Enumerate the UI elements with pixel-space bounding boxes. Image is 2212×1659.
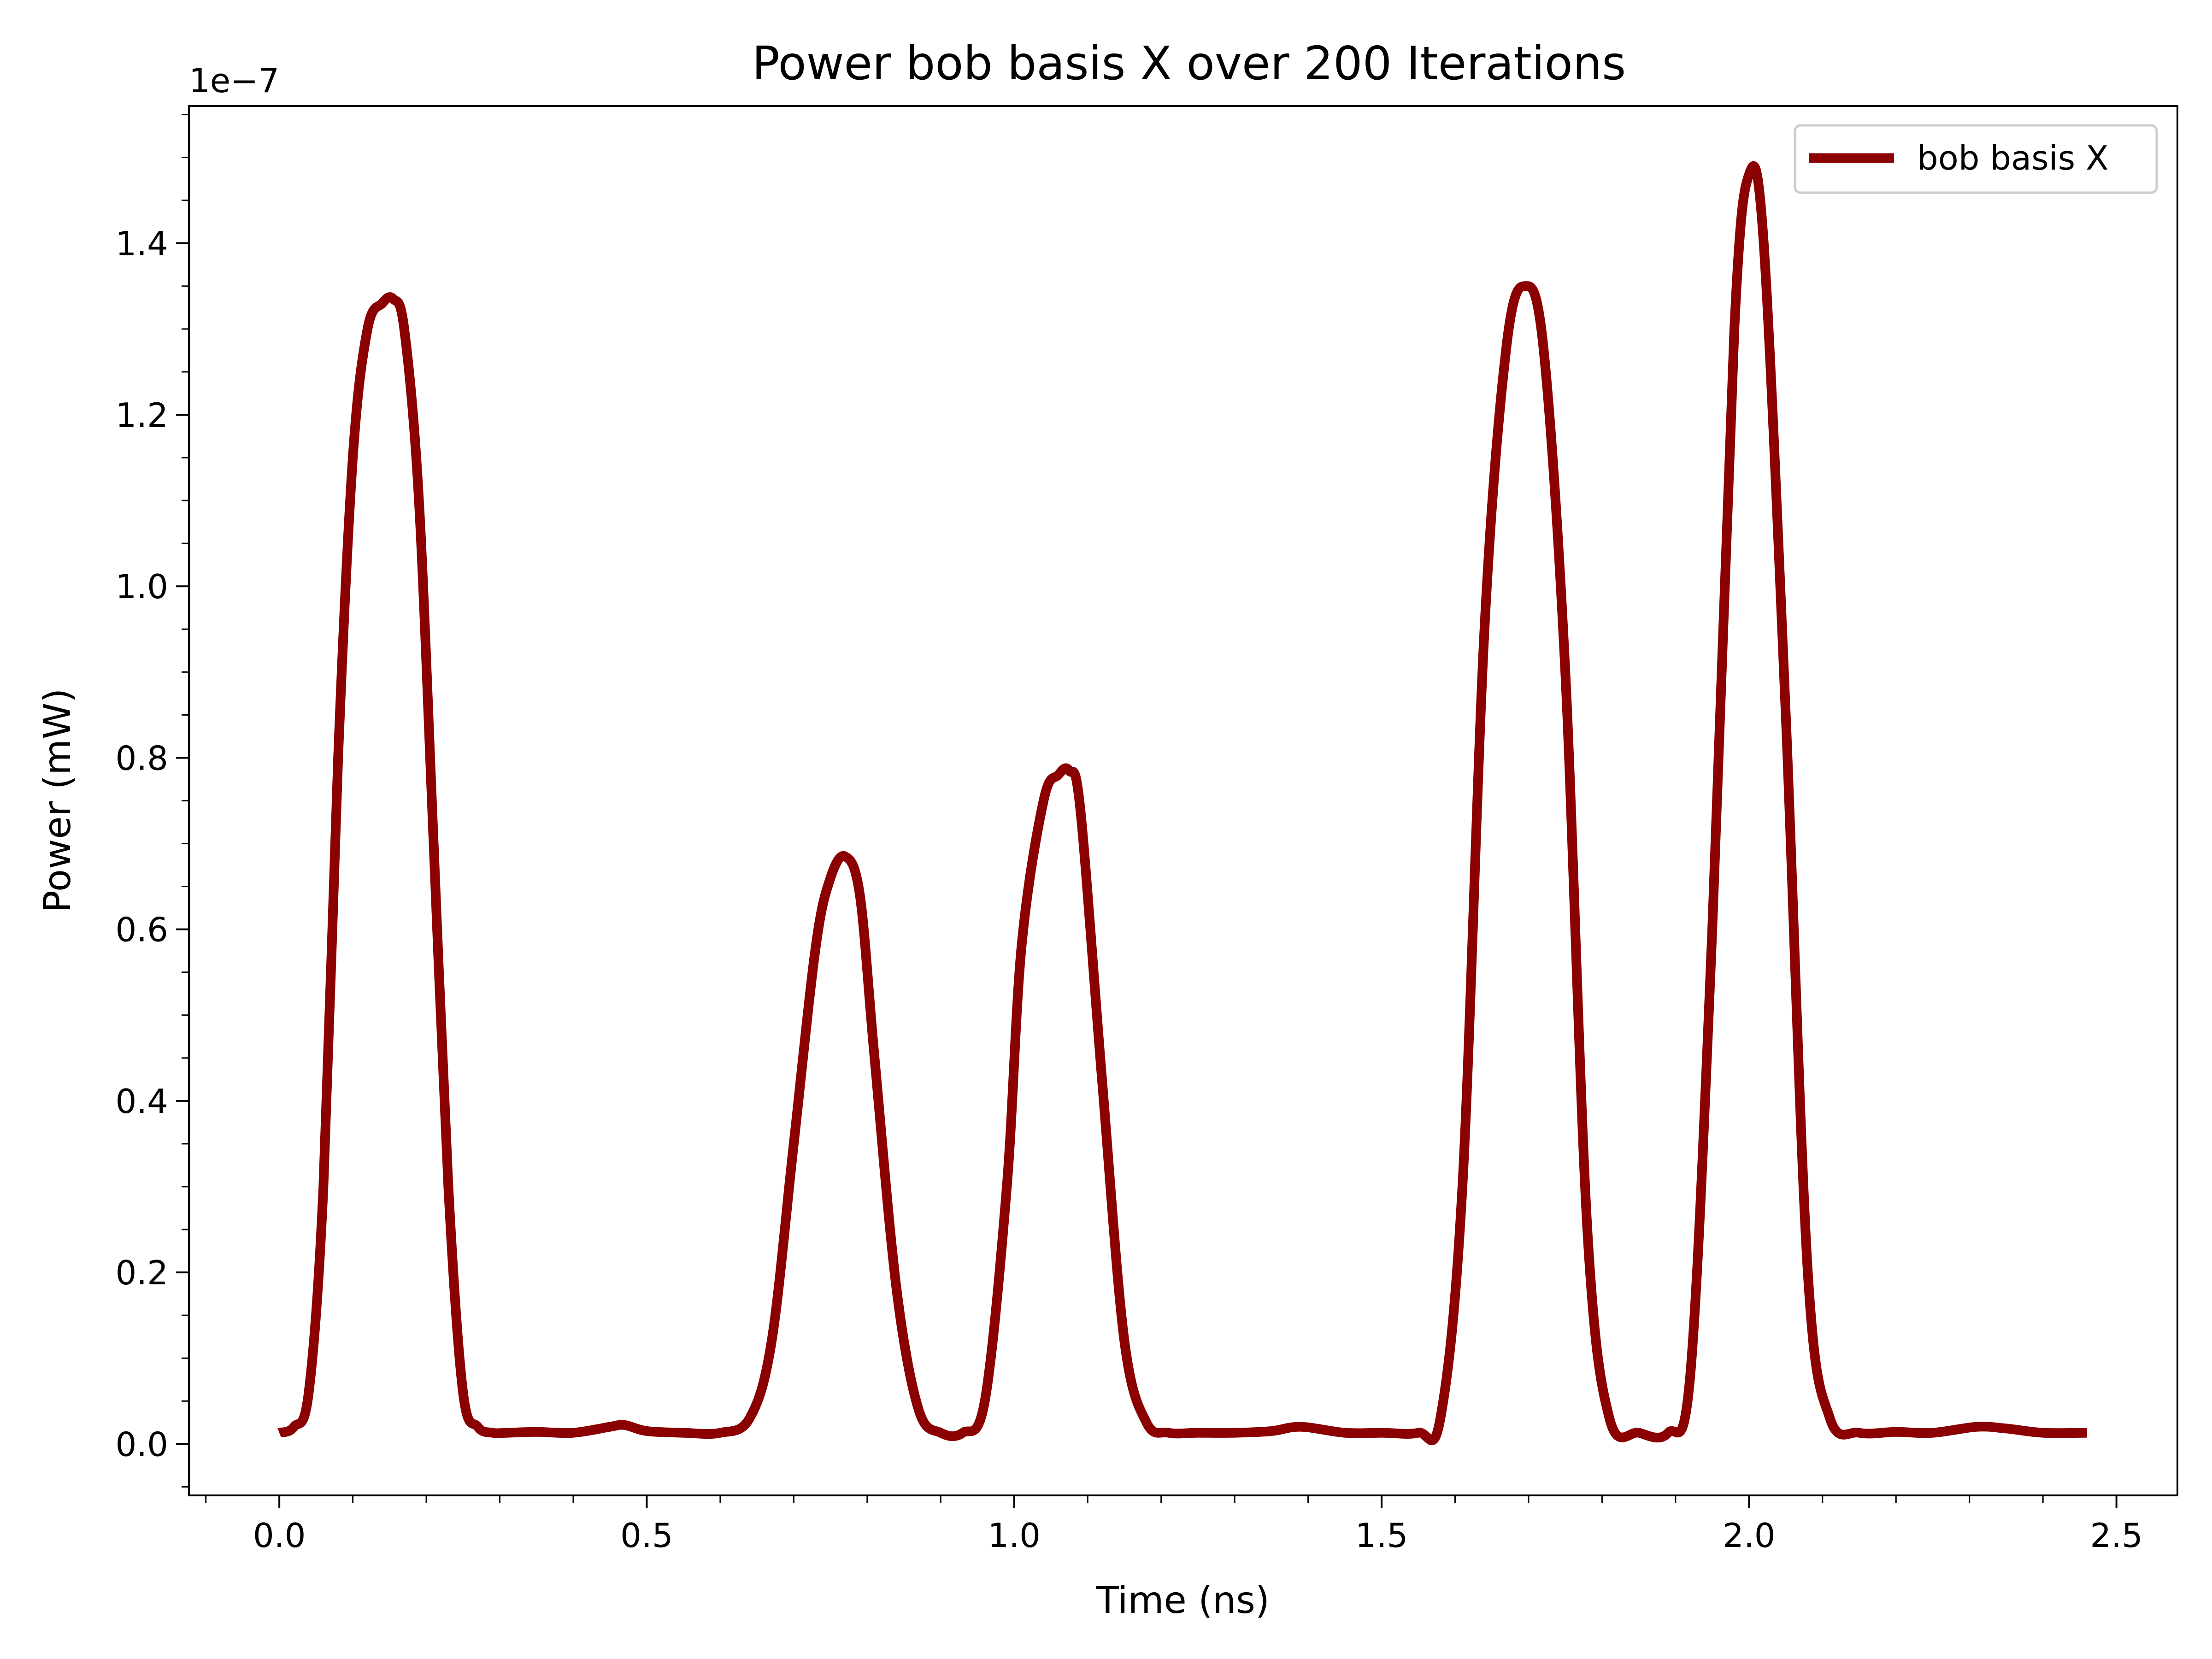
legend-entry-label: bob basis X bbox=[1917, 139, 2108, 177]
x-tick-label: 1.0 bbox=[988, 1516, 1041, 1555]
series-line-bob-basis-x bbox=[277, 161, 2087, 1445]
plot-frame bbox=[188, 105, 2178, 1496]
legend-box bbox=[1794, 124, 2158, 194]
x-tick-label: 2.5 bbox=[2090, 1516, 2143, 1555]
plot-area bbox=[277, 161, 2087, 1445]
y-axis-label: Power (mW) bbox=[36, 688, 79, 913]
y-tick-label: 1.2 bbox=[115, 396, 168, 435]
chart-title: Power bob basis X over 200 Iterations bbox=[752, 36, 1626, 90]
y-tick-label: 0.6 bbox=[115, 911, 168, 949]
y-tick-label: 0.2 bbox=[115, 1253, 168, 1292]
y-tick-label: 1.4 bbox=[115, 224, 168, 263]
y-offset-label: 1e−7 bbox=[189, 61, 279, 100]
y-tick-label: 0.4 bbox=[115, 1082, 168, 1121]
y-axis-ticks: 0.0 0.2 0.4 0.6 0.8 1.0 1.2 1.4 bbox=[115, 114, 189, 1488]
legend: bob basis X bbox=[1794, 124, 2158, 194]
x-tick-label: 2.0 bbox=[1723, 1516, 1776, 1555]
x-axis-label: Time (ns) bbox=[1096, 1579, 1270, 1622]
y-tick-label: 0.8 bbox=[115, 739, 168, 777]
x-tick-label: 0.0 bbox=[253, 1516, 306, 1555]
y-tick-label: 0.0 bbox=[115, 1425, 168, 1464]
x-tick-label: 0.5 bbox=[620, 1516, 673, 1555]
y-tick-label: 1.0 bbox=[115, 567, 168, 606]
x-tick-label: 1.5 bbox=[1355, 1516, 1408, 1555]
x-axis-ticks: 0.0 0.5 1.0 1.5 2.0 2.5 bbox=[205, 1495, 2143, 1555]
